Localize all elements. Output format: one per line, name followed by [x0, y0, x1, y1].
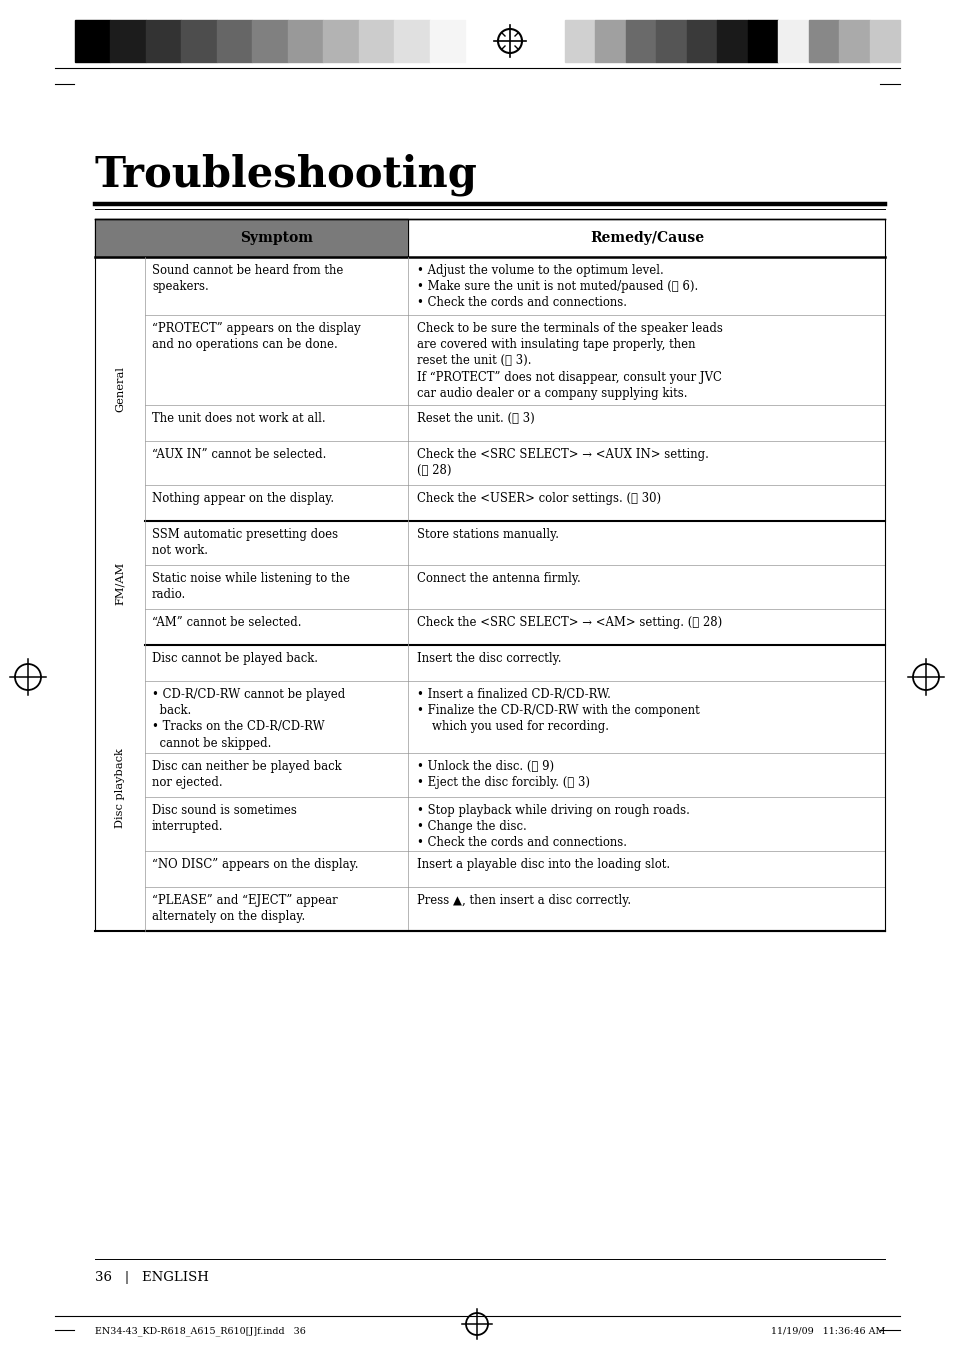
Text: “AUX IN” cannot be selected.: “AUX IN” cannot be selected.	[152, 448, 326, 460]
Bar	[808, 20, 839, 62]
Text: “PLEASE” and “EJECT” appear
alternately on the display.: “PLEASE” and “EJECT” appear alternately …	[152, 894, 337, 923]
Text: • Unlock the disc. (Ⓠ 9)
• Eject the disc forcibly. (Ⓠ 3): • Unlock the disc. (Ⓠ 9) • Eject the dis…	[416, 760, 589, 789]
Text: “PROTECT” appears on the display
and no operations can be done.: “PROTECT” appears on the display and no …	[152, 322, 360, 351]
Text: Check the <SRC SELECT> → <AUX IN> setting.
(Ⓠ 28): Check the <SRC SELECT> → <AUX IN> settin…	[416, 448, 708, 477]
Bar	[747, 20, 778, 62]
Text: EN34-43_KD-R618_A615_R610[J]f.indd   36: EN34-43_KD-R618_A615_R610[J]f.indd 36	[95, 1326, 306, 1335]
Bar	[323, 20, 358, 62]
Bar	[564, 20, 595, 62]
Text: Insert the disc correctly.: Insert the disc correctly.	[416, 653, 561, 665]
Text: SSM automatic presetting does
not work.: SSM automatic presetting does not work.	[152, 528, 337, 558]
Text: Press ▲, then insert a disc correctly.: Press ▲, then insert a disc correctly.	[416, 894, 631, 907]
Bar	[429, 20, 464, 62]
Text: • Stop playback while driving on rough roads.
• Change the disc.
• Check the cor: • Stop playback while driving on rough r…	[416, 804, 689, 849]
Bar	[717, 20, 747, 62]
Bar	[146, 20, 181, 62]
Bar	[75, 20, 111, 62]
Text: Insert a playable disc into the loading slot.: Insert a playable disc into the loading …	[416, 858, 669, 871]
Text: Disc cannot be played back.: Disc cannot be played back.	[152, 653, 317, 665]
Text: Check the <USER> color settings. (Ⓠ 30): Check the <USER> color settings. (Ⓠ 30)	[416, 492, 660, 505]
Text: Connect the antenna firmly.: Connect the antenna firmly.	[416, 571, 580, 585]
Bar	[625, 20, 656, 62]
Text: Static noise while listening to the
radio.: Static noise while listening to the radi…	[152, 571, 350, 601]
Text: The unit does not work at all.: The unit does not work at all.	[152, 412, 325, 425]
Text: Disc sound is sometimes
interrupted.: Disc sound is sometimes interrupted.	[152, 804, 296, 833]
Bar	[656, 20, 686, 62]
Bar	[839, 20, 868, 62]
Text: General: General	[115, 366, 125, 412]
Bar	[595, 20, 625, 62]
Text: Check to be sure the terminals of the speaker leads
are covered with insulating : Check to be sure the terminals of the sp…	[416, 322, 722, 399]
Text: Sound cannot be heard from the
speakers.: Sound cannot be heard from the speakers.	[152, 264, 343, 294]
Text: FM/AM: FM/AM	[115, 562, 125, 605]
Bar	[778, 20, 808, 62]
Bar	[95, 219, 408, 257]
Text: Disc playback: Disc playback	[115, 749, 125, 827]
Text: • Insert a finalized CD-R/CD-RW.
• Finalize the CD-R/CD-RW with the component
  : • Insert a finalized CD-R/CD-RW. • Final…	[416, 688, 699, 734]
Text: “AM” cannot be selected.: “AM” cannot be selected.	[152, 616, 301, 630]
Text: Nothing appear on the display.: Nothing appear on the display.	[152, 492, 334, 505]
Bar	[216, 20, 252, 62]
Text: Remedy/Cause: Remedy/Cause	[590, 232, 704, 245]
Text: Troubleshooting: Troubleshooting	[95, 154, 477, 196]
Bar	[181, 20, 216, 62]
Bar	[868, 20, 899, 62]
Text: 36   |   ENGLISH: 36 | ENGLISH	[95, 1271, 209, 1284]
Text: Reset the unit. (Ⓠ 3): Reset the unit. (Ⓠ 3)	[416, 412, 535, 425]
Text: • CD-R/CD-RW cannot be played
  back.
• Tracks on the CD-R/CD-RW
  cannot be ski: • CD-R/CD-RW cannot be played back. • Tr…	[152, 688, 345, 750]
Text: Symptom: Symptom	[240, 232, 313, 245]
Text: 11/19/09   11:36:46 AM: 11/19/09 11:36:46 AM	[770, 1326, 884, 1335]
Text: Check the <SRC SELECT> → <AM> setting. (Ⓠ 28): Check the <SRC SELECT> → <AM> setting. (…	[416, 616, 721, 630]
Bar	[288, 20, 323, 62]
Text: Disc can neither be played back
nor ejected.: Disc can neither be played back nor ejec…	[152, 760, 341, 789]
Text: “NO DISC” appears on the display.: “NO DISC” appears on the display.	[152, 858, 358, 871]
Bar	[252, 20, 288, 62]
Bar	[394, 20, 429, 62]
Text: Store stations manually.: Store stations manually.	[416, 528, 558, 542]
Bar	[686, 20, 717, 62]
Text: • Adjust the volume to the optimum level.
• Make sure the unit is not muted/paus: • Adjust the volume to the optimum level…	[416, 264, 698, 310]
Bar	[111, 20, 146, 62]
Bar	[358, 20, 394, 62]
